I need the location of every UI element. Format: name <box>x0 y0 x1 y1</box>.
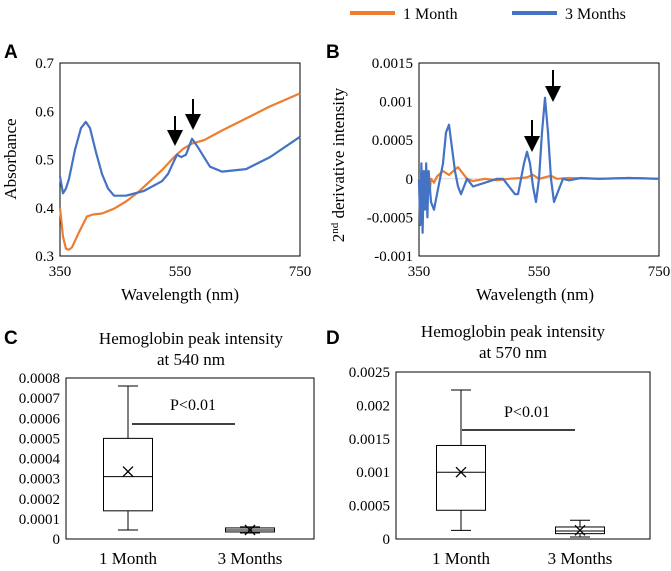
panel-c-ytick-label: 0.0005 <box>19 431 60 447</box>
panel-d-ytick-label: 0.0015 <box>349 432 390 448</box>
panel-b-ylabel: 2nd derivative intensity <box>329 87 348 242</box>
panel-a-plot-frame <box>59 62 301 257</box>
panel-letter-d: D <box>326 328 340 349</box>
panel-c-ytick-label: 0.0004 <box>19 452 61 468</box>
box-iqr <box>103 437 153 512</box>
panel-c-ytick-label: 0.0008 <box>19 371 60 387</box>
panel-b-series-3-months <box>417 96 660 234</box>
panel-a-ytick-label: 0.5 <box>35 153 54 169</box>
panel-b-xtick-label: 750 <box>648 264 671 280</box>
panel-c-ytick-label: 0.0006 <box>19 411 61 427</box>
panel-b-ylabel-sup: nd <box>329 222 341 234</box>
panel-d-title-line2: at 570 nm <box>479 343 547 362</box>
panel-c-ytick-label: 0.0007 <box>19 391 61 407</box>
panel-c-category-label: 3 Months <box>218 549 283 568</box>
legend-label-3-months: 3 Months <box>565 6 626 23</box>
panel-a-xtick-label: 350 <box>49 264 72 280</box>
panel-letter-a: A <box>4 42 18 63</box>
panel-a-series-3-months <box>58 120 301 197</box>
panel-b-xtick-label: 550 <box>528 264 551 280</box>
panel-d-category-label: 1 Month <box>432 549 491 568</box>
box-mean-marker <box>574 524 586 536</box>
panel-d-ytick-label: 0.0005 <box>349 499 390 515</box>
panel-b: B -0.001 -0.0005 0 0.0005 0.001 0.0015 350 550… <box>326 42 670 304</box>
panel-d-category-label: 3 Months <box>548 549 613 568</box>
panel-b-ytick-label: 0.0015 <box>372 56 413 72</box>
panel-b-ytick-label: 0 <box>406 172 414 188</box>
panel-c-ytick-label: 0.0003 <box>19 472 60 488</box>
panel-a-xtick-label: 750 <box>289 264 312 280</box>
panel-a-ytick-label: 0.4 <box>35 201 54 217</box>
panel-d: D Hemoglobin peak intensity at 570 nm 0 0… <box>326 322 651 568</box>
panel-b-ytick-label: 0.0005 <box>372 133 413 149</box>
panel-c-plot-frame <box>65 377 315 540</box>
panel-d-ytick-label: 0.0025 <box>349 365 390 381</box>
panel-a: A 0.3 0.4 0.5 0.6 0.7 350 550 750 Wavelength (… <box>1 42 311 304</box>
panel-a-ytick-label: 0.7 <box>35 56 54 72</box>
panel-c-ytick-label: 0.0002 <box>19 492 60 508</box>
panel-a-xlabel: Wavelength (nm) <box>121 285 239 304</box>
panel-b-ylabel-pre: 2 <box>329 234 348 243</box>
legend-label-1-month: 1 Month <box>403 6 458 23</box>
panel-b-ytick-label: -0.0005 <box>367 210 413 226</box>
box-iqr <box>436 444 486 511</box>
panel-c-box-2 <box>225 524 275 536</box>
panel-c-category-label: 1 Month <box>99 549 158 568</box>
panel-c-ytick-label: 0 <box>53 532 61 548</box>
panel-b-xtick-label: 350 <box>408 264 431 280</box>
panel-a-series-1-month <box>58 92 301 251</box>
panel-c-box-1 <box>103 385 153 531</box>
panel-letter-b: B <box>326 42 340 63</box>
panel-c: C Hemoglobin peak intensity at 540 nm 0 0… <box>4 328 315 568</box>
panel-d-pvalue: P<0.01 <box>504 404 550 421</box>
panel-b-xlabel: Wavelength (nm) <box>476 285 594 304</box>
panel-c-ytick-label: 0.0001 <box>19 512 60 528</box>
panel-letter-c: C <box>4 328 18 349</box>
box-mean-marker <box>122 466 134 478</box>
panel-b-plot-frame <box>418 62 660 257</box>
panel-c-title-line1: Hemoglobin peak intensity <box>99 329 284 348</box>
panel-c-title-line2: at 540 nm <box>157 350 225 369</box>
panel-d-box-1 <box>436 389 486 531</box>
panel-a-ytick-label: 0.3 <box>35 249 54 265</box>
panel-a-xtick-label: 550 <box>169 264 192 280</box>
panel-d-title-line1: Hemoglobin peak intensity <box>421 322 606 341</box>
panel-a-ytick-label: 0.6 <box>35 104 54 120</box>
box-mean-marker <box>455 466 467 478</box>
panel-d-ytick-label: 0 <box>383 532 391 548</box>
panel-d-ytick-label: 0.001 <box>356 465 390 481</box>
panel-b-ylabel-post: derivative intensity <box>329 87 348 223</box>
panel-d-box-2 <box>555 519 605 538</box>
panel-a-ylabel: Absorbance <box>1 118 20 199</box>
panel-b-ytick-label: 0.001 <box>379 95 413 111</box>
box-mean-marker <box>244 524 256 536</box>
legend: 1 Month 3 Months <box>350 6 626 23</box>
panel-b-ytick-label: -0.001 <box>374 249 413 265</box>
panel-c-pvalue: P<0.01 <box>170 397 216 414</box>
panel-d-ytick-label: 0.002 <box>356 398 390 414</box>
panel-d-plot-frame <box>395 371 651 540</box>
